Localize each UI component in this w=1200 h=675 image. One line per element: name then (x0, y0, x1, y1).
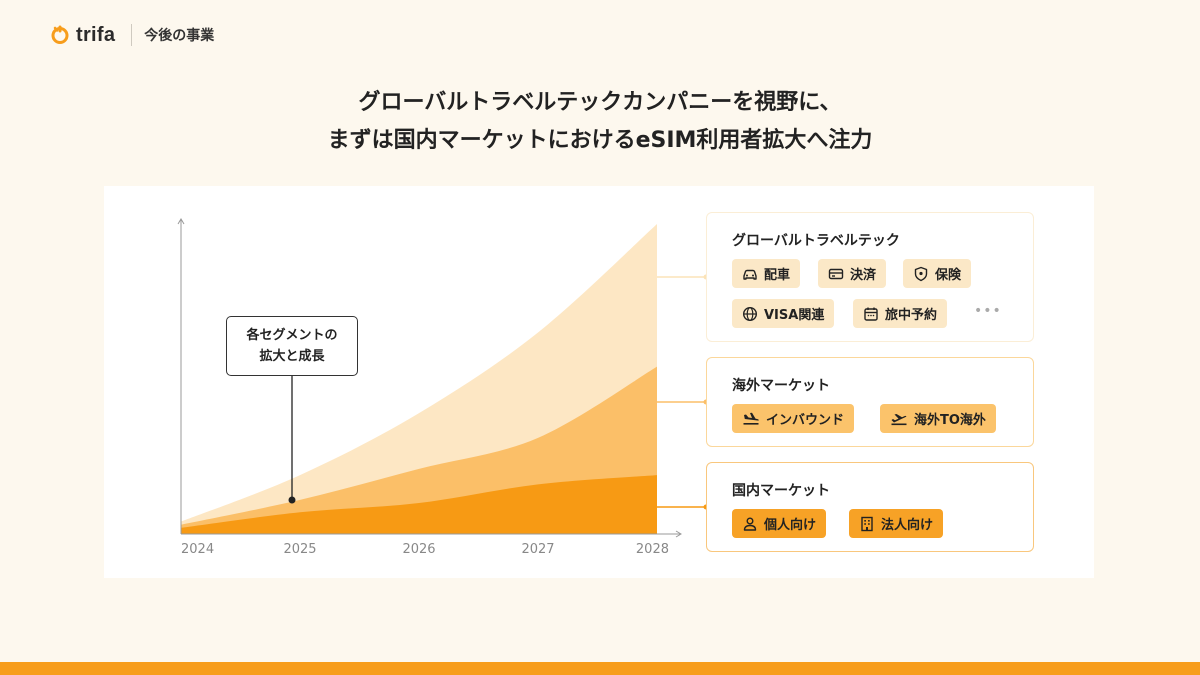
chip-label: VISA関連 (764, 308, 825, 323)
headline: グローバルトラベルテックカンパニーを視野に、 まずは国内マーケットにおけるeSI… (0, 84, 1200, 160)
chart-ticks: 2024 2025 2026 2027 2028 (181, 542, 669, 557)
x-tick-label: 2024 (181, 542, 214, 557)
globe-icon (742, 306, 758, 321)
chip-label: 旅中予約 (885, 308, 938, 323)
chip-payment[interactable]: 決済 (818, 259, 887, 288)
chip-label: 決済 (850, 268, 877, 283)
chip-label: 個人向け (764, 518, 817, 533)
header: trifa 今後の事業 (50, 22, 214, 48)
card-overseas-market: 海外マーケット インバウンド 海外TO海外 (706, 357, 1034, 447)
segment-growth-callout: 各セグメントの 拡大と成長 (226, 316, 358, 376)
calendar-icon (864, 307, 878, 321)
chip-corporate[interactable]: 法人向け (849, 509, 944, 538)
chip-overseas-to-overseas[interactable]: 海外TO海外 (880, 404, 996, 433)
trifa-logo-icon (51, 25, 69, 44)
chip-label: 保険 (935, 268, 962, 283)
chip-individual[interactable]: 個人向け (732, 509, 827, 538)
chip-label: 海外TO海外 (914, 413, 986, 428)
callout-dot (288, 496, 296, 504)
chip-ride-hailing[interactable]: 配車 (732, 259, 801, 288)
logo[interactable]: trifa (50, 24, 115, 47)
y-axis-arrow (177, 218, 185, 225)
chart-areas (181, 224, 657, 534)
chip-label: インバウンド (766, 413, 845, 428)
car-icon (743, 269, 757, 280)
card-global-title: グローバルトラベルテック (732, 233, 900, 249)
logo-text: trifa (76, 23, 116, 46)
headline-line-2: まずは国内マーケットにおけるeSIM利用者拡大へ注力 (327, 128, 873, 153)
section-title: 今後の事業 (144, 28, 215, 44)
headline-line-1: グローバルトラベルテックカンパニーを視野に、 (358, 90, 842, 115)
bottom-accent-bar (0, 662, 1200, 675)
card-domestic-market: 国内マーケット 個人向け 法人向け (706, 462, 1034, 552)
x-axis-arrow (675, 530, 682, 538)
area-series-0 (181, 475, 657, 534)
plane-arrival-icon (743, 412, 759, 425)
chip-insurance[interactable]: 保険 (903, 259, 972, 288)
building-icon (861, 516, 873, 531)
plane-departure-icon (891, 413, 907, 425)
card-domestic-title: 国内マーケット (732, 483, 830, 499)
x-tick-label: 2028 (636, 542, 669, 557)
card-global-traveltech: グローバルトラベルテック 配車 決済 保険 VISA関連 旅中予約 ••• (706, 212, 1034, 342)
chip-label: 法人向け (881, 518, 934, 533)
shield-icon (914, 266, 928, 281)
callout-line-2: 拡大と成長 (259, 349, 325, 364)
chip-inbound[interactable]: インバウンド (732, 404, 855, 433)
more-dots-icon[interactable]: ••• (974, 303, 1002, 319)
card-icon (828, 268, 844, 279)
chip-visa[interactable]: VISA関連 (732, 299, 835, 328)
growth-area-chart: 2024 2025 2026 2027 2028 (177, 218, 709, 557)
header-divider (131, 24, 133, 46)
chip-label: 配車 (764, 268, 791, 283)
card-overseas-title: 海外マーケット (732, 378, 830, 394)
person-icon (743, 517, 757, 531)
x-tick-label: 2025 (283, 542, 316, 557)
chip-trip-booking[interactable]: 旅中予約 (853, 299, 948, 328)
chart-axes (177, 218, 682, 538)
x-tick-label: 2027 (521, 542, 554, 557)
callout-line-1: 各セグメントの (246, 328, 338, 343)
x-tick-label: 2026 (402, 542, 435, 557)
